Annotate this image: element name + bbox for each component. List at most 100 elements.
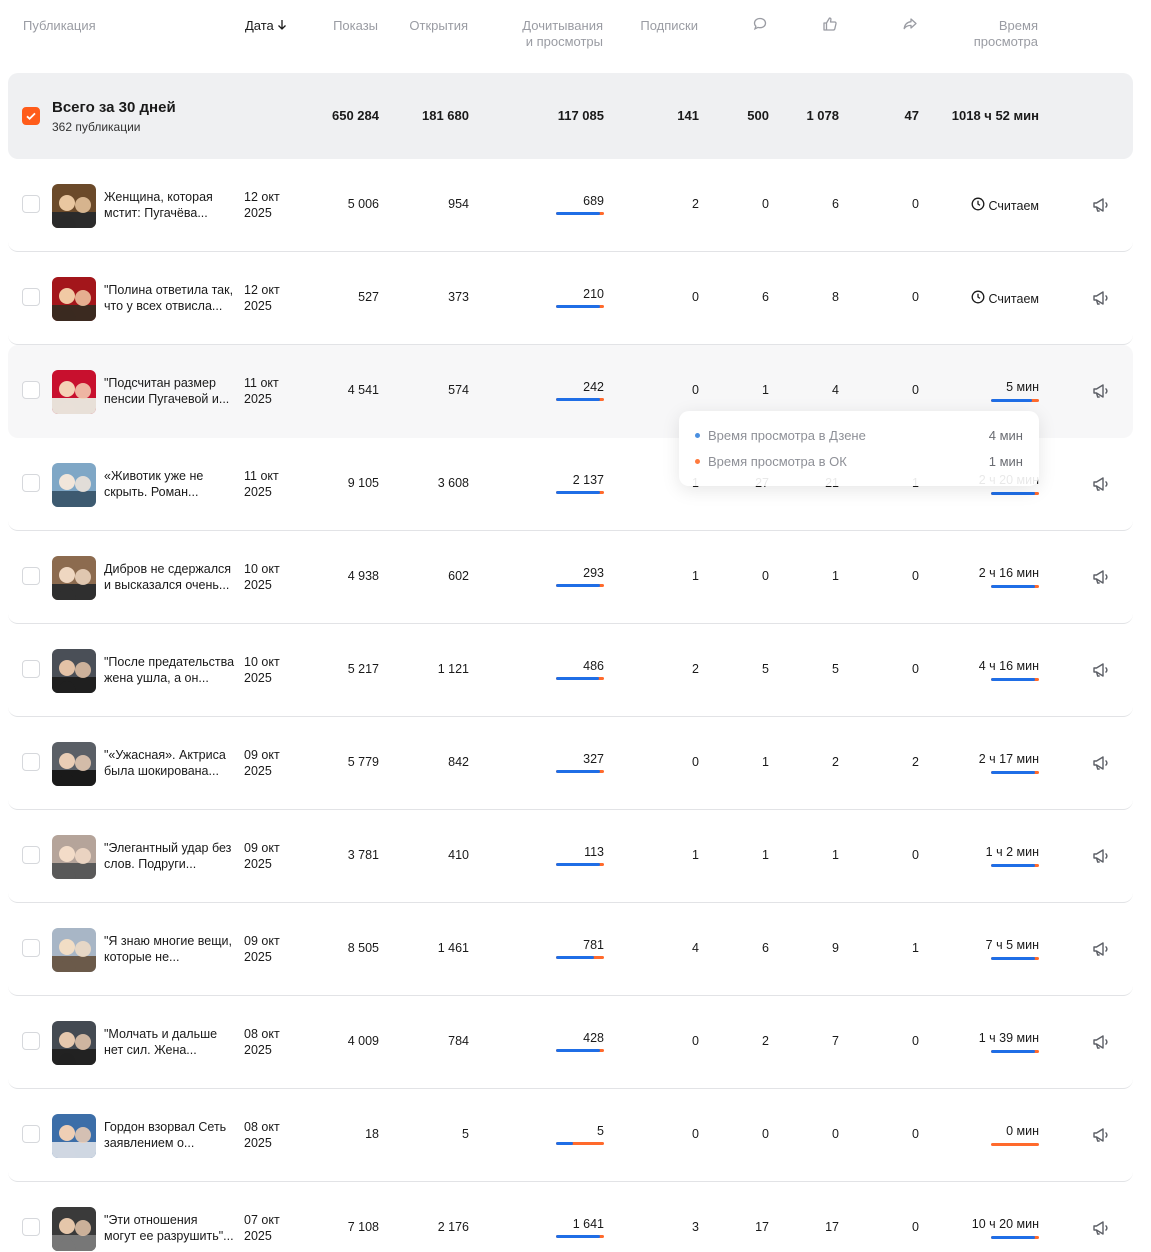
col-opens[interactable]: Открытия [409, 18, 468, 33]
table-row[interactable]: "Молчать и дальше нет сил. Жена... 08 ок… [8, 996, 1133, 1089]
col-impressions[interactable]: Показы [333, 18, 378, 33]
publication-title-line2: жена ушла, а он... [104, 671, 209, 685]
row-checkbox[interactable] [22, 567, 40, 585]
watch-time-bar [991, 864, 1039, 867]
table-row[interactable]: Дибров не сдержался и высказался очень..… [8, 531, 1133, 624]
watch-time[interactable]: 5 мин [928, 380, 1039, 394]
megaphone-icon[interactable] [1091, 846, 1111, 866]
row-checkbox[interactable] [22, 195, 40, 213]
col-subscriptions[interactable]: Подписки [640, 18, 698, 33]
watch-time[interactable]: 7 ч 5 мин [928, 938, 1039, 952]
publication-title[interactable]: «Животик уже не скрыть. Роман... [104, 468, 242, 500]
row-checkbox[interactable] [22, 288, 40, 306]
publication-date-year: 2025 [244, 206, 272, 220]
publication-thumbnail[interactable] [52, 1114, 96, 1158]
publication-title[interactable]: "Молчать и дальше нет сил. Жена... [104, 1026, 242, 1058]
watch-time[interactable]: 4 ч 16 мин [928, 659, 1039, 673]
publication-thumbnail[interactable] [52, 742, 96, 786]
megaphone-icon[interactable] [1091, 939, 1111, 959]
publication-thumbnail[interactable] [52, 184, 96, 228]
row-checkbox[interactable] [22, 939, 40, 957]
watch-time[interactable]: 0 мин [928, 1124, 1039, 1138]
row-checkbox[interactable] [22, 381, 40, 399]
table-row[interactable]: Гордон взорвал Сеть заявлением о... 08 о… [8, 1089, 1133, 1182]
row-checkbox[interactable] [22, 1125, 40, 1143]
megaphone-icon[interactable] [1091, 195, 1111, 215]
ok-dot-icon [695, 459, 700, 465]
publication-title[interactable]: "«Ужасная». Актриса была шокирована... [104, 747, 242, 779]
publication-date-year: 2025 [244, 299, 272, 313]
row-checkbox[interactable] [22, 1032, 40, 1050]
publication-title[interactable]: "Я знаю многие вещи, которые не... [104, 933, 242, 965]
megaphone-icon[interactable] [1091, 660, 1111, 680]
megaphone-icon[interactable] [1091, 288, 1111, 308]
publication-title-line1: "Эти отношения [104, 1213, 198, 1227]
row-checkbox[interactable] [22, 846, 40, 864]
row-checkbox[interactable] [22, 753, 40, 771]
megaphone-icon[interactable] [1091, 474, 1111, 494]
publication-title[interactable]: "Подсчитан размер пенсии Пугачевой и... [104, 375, 242, 407]
watch-time[interactable]: 1 ч 2 мин [928, 845, 1039, 859]
publication-title[interactable]: "Элегантный удар без слов. Подруги... [104, 840, 242, 872]
publication-thumbnail[interactable] [52, 277, 96, 321]
watch-time-bar-fill [991, 399, 1032, 402]
col-reads[interactable]: Дочитывания и просмотры [503, 18, 603, 50]
publication-thumbnail[interactable] [52, 556, 96, 600]
likes-value: 0 [832, 1127, 839, 1141]
thumbnail-image [52, 463, 96, 507]
watch-time[interactable]: 1 ч 39 мин [928, 1031, 1039, 1045]
publication-title[interactable]: "Полина ответила так, что у всех отвисла… [104, 282, 242, 314]
col-watch-time[interactable]: Время просмотра [948, 18, 1038, 50]
megaphone-icon[interactable] [1091, 381, 1111, 401]
impressions-value: 5 779 [347, 755, 379, 769]
publication-title[interactable]: Гордон взорвал Сеть заявлением о... [104, 1119, 242, 1151]
row-checkbox[interactable] [22, 474, 40, 492]
row-checkbox[interactable] [22, 660, 40, 678]
shares-value: 0 [912, 569, 919, 583]
megaphone-icon[interactable] [1091, 1218, 1111, 1238]
impressions-value: 4 938 [347, 569, 379, 583]
share-icon[interactable] [901, 15, 919, 33]
publication-thumbnail[interactable] [52, 370, 96, 414]
megaphone-icon[interactable] [1091, 1125, 1111, 1145]
likes-value: 1 [832, 569, 839, 583]
publication-thumbnail[interactable] [52, 463, 96, 507]
publication-date-day: 09 окт [244, 748, 280, 762]
publication-thumbnail[interactable] [52, 649, 96, 693]
table-row[interactable]: "Полина ответила так, что у всех отвисла… [8, 252, 1133, 345]
select-all-checkbox[interactable] [22, 107, 40, 125]
megaphone-icon[interactable] [1091, 567, 1111, 587]
publication-date-year: 2025 [244, 857, 272, 871]
publication-thumbnail[interactable] [52, 1207, 96, 1251]
watch-time: Считаем [928, 197, 1039, 214]
reads-bar [556, 398, 604, 401]
shares-value: 0 [912, 197, 919, 211]
row-checkbox[interactable] [22, 1218, 40, 1236]
table-row[interactable]: "После предательства жена ушла, а он... … [8, 624, 1133, 717]
publication-thumbnail[interactable] [52, 1021, 96, 1065]
publication-title[interactable]: Дибров не сдержался и высказался очень..… [104, 561, 242, 593]
total-shares: 47 [904, 108, 919, 123]
publication-title[interactable]: "После предательства жена ушла, а он... [104, 654, 242, 686]
table-row[interactable]: Женщина, которая мстит: Пугачёва... 12 о… [8, 159, 1133, 252]
like-icon[interactable] [821, 15, 839, 33]
publication-title[interactable]: Женщина, которая мстит: Пугачёва... [104, 189, 242, 221]
publication-title-line2: мстит: Пугачёва... [104, 206, 208, 220]
watch-time[interactable]: 2 ч 16 мин [928, 566, 1039, 580]
comment-icon[interactable] [751, 15, 769, 33]
watch-time[interactable]: 10 ч 20 мин [928, 1217, 1039, 1231]
table-row[interactable]: "Элегантный удар без слов. Подруги... 09… [8, 810, 1133, 903]
col-publication[interactable]: Публикация [23, 18, 96, 33]
col-date[interactable]: Дата [245, 18, 287, 35]
table-row[interactable]: "Эти отношения могут ее разрушить"... 07… [8, 1182, 1133, 1252]
watch-time[interactable]: 2 ч 17 мин [928, 752, 1039, 766]
publication-thumbnail[interactable] [52, 835, 96, 879]
megaphone-icon[interactable] [1091, 1032, 1111, 1052]
table-row[interactable]: "«Ужасная». Актриса была шокирована... 0… [8, 717, 1133, 810]
megaphone-icon[interactable] [1091, 753, 1111, 773]
thumbnail-image [52, 556, 96, 600]
table-row[interactable]: "Я знаю многие вещи, которые не... 09 ок… [8, 903, 1133, 996]
publication-thumbnail[interactable] [52, 928, 96, 972]
publication-title[interactable]: "Эти отношения могут ее разрушить"... [104, 1212, 242, 1244]
publication-title-line2: слов. Подруги... [104, 857, 197, 871]
